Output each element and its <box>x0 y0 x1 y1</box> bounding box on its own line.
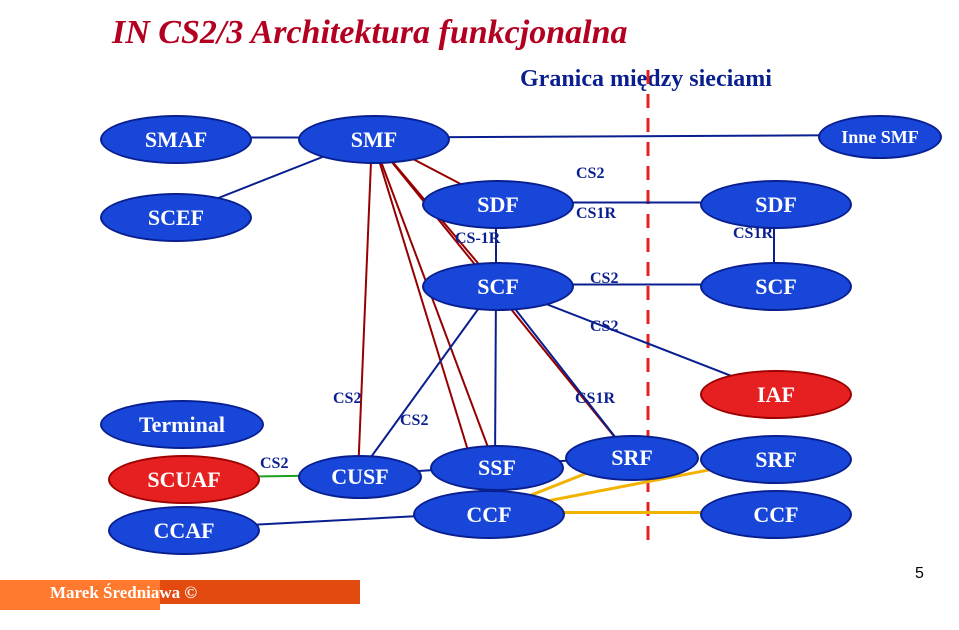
node-srf1: SRF <box>565 435 699 481</box>
node-ccf2: CCF <box>700 490 852 539</box>
node-ccaf: CCAF <box>108 506 260 555</box>
node-term: Terminal <box>100 400 264 449</box>
node-scuaf: SCUAF <box>108 455 260 504</box>
node-ccf1: CCF <box>413 490 565 539</box>
edge-label-cs1r-b: CS1R <box>733 225 773 243</box>
edge-label-cs2-d: CS2 <box>333 390 361 408</box>
node-ssf: SSF <box>430 445 564 491</box>
edge-label-cs2-a: CS2 <box>576 165 604 183</box>
node-srf2: SRF <box>700 435 852 484</box>
edge-label-cs1r-a: CS1R <box>576 205 616 223</box>
edge-label-cs-1r: CS-1R <box>455 230 500 248</box>
node-iaf: IAF <box>700 370 852 419</box>
node-scf2: SCF <box>700 262 852 311</box>
node-sdf2: SDF <box>700 180 852 229</box>
node-smaf: SMAF <box>100 115 252 164</box>
node-scf1: SCF <box>422 262 574 311</box>
footer-author: Marek Średniawa © <box>50 583 197 603</box>
slide: { "title": { "text": "IN CS2/3 Architekt… <box>0 0 959 630</box>
edge-label-cs2-b: CS2 <box>590 270 618 288</box>
slide-title: IN CS2/3 Architektura funkcjonalna <box>112 14 627 52</box>
node-sdf1: SDF <box>422 180 574 229</box>
node-scef: SCEF <box>100 193 252 242</box>
edge-label-cs2-e: CS2 <box>400 412 428 430</box>
page-number: 5 <box>915 565 924 583</box>
node-innesmf: Inne SMF <box>818 115 942 159</box>
edge-label-cs2-c: CS2 <box>590 318 618 336</box>
edge-label-cs2-f: CS2 <box>260 455 288 473</box>
edge-label-cs1r-c: CS1R <box>575 390 615 408</box>
node-cusf: CUSF <box>298 455 422 499</box>
boundary-label: Granica między sieciami <box>520 66 772 93</box>
node-smf: SMF <box>298 115 450 164</box>
